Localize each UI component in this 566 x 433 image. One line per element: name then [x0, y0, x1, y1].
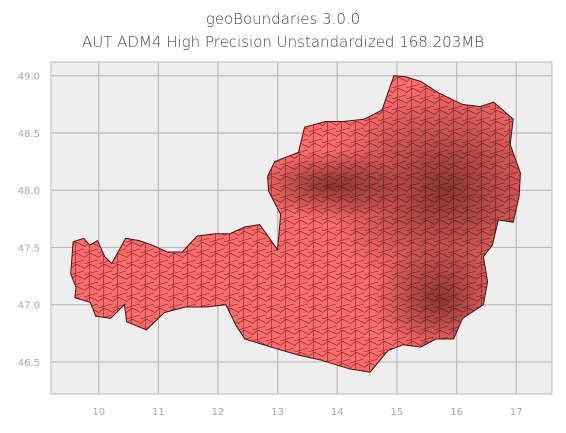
x-tick-label: 10 [92, 407, 105, 418]
x-tick-label: 15 [391, 407, 404, 418]
y-tick-label: 48.5 [18, 129, 40, 140]
y-tick-label: 47.5 [18, 243, 40, 254]
tick-labels: 10 11 12 13 14 15 16 17 49.0 48.5 48.0 47.5 47.0 46.5 [18, 72, 523, 418]
figure-subtitle: AUT ADM4 High Precision Unstandardized 1… [81, 33, 485, 51]
y-tick-label: 46.5 [18, 358, 40, 369]
x-tick-label: 11 [152, 407, 165, 418]
x-tick-label: 14 [331, 407, 344, 418]
dense-boundaries-north [255, 150, 405, 220]
x-tick-label: 17 [510, 407, 523, 418]
y-tick-label: 48.0 [18, 186, 40, 197]
figure-title: geoBoundaries 3.0.0 [205, 10, 361, 28]
austria-outline [70, 75, 521, 373]
x-tick-label: 12 [212, 407, 225, 418]
x-tick-label: 16 [450, 407, 463, 418]
y-tick-label: 49.0 [18, 72, 40, 83]
y-tick-label: 47.0 [18, 301, 40, 312]
x-tick-label: 13 [271, 407, 284, 418]
